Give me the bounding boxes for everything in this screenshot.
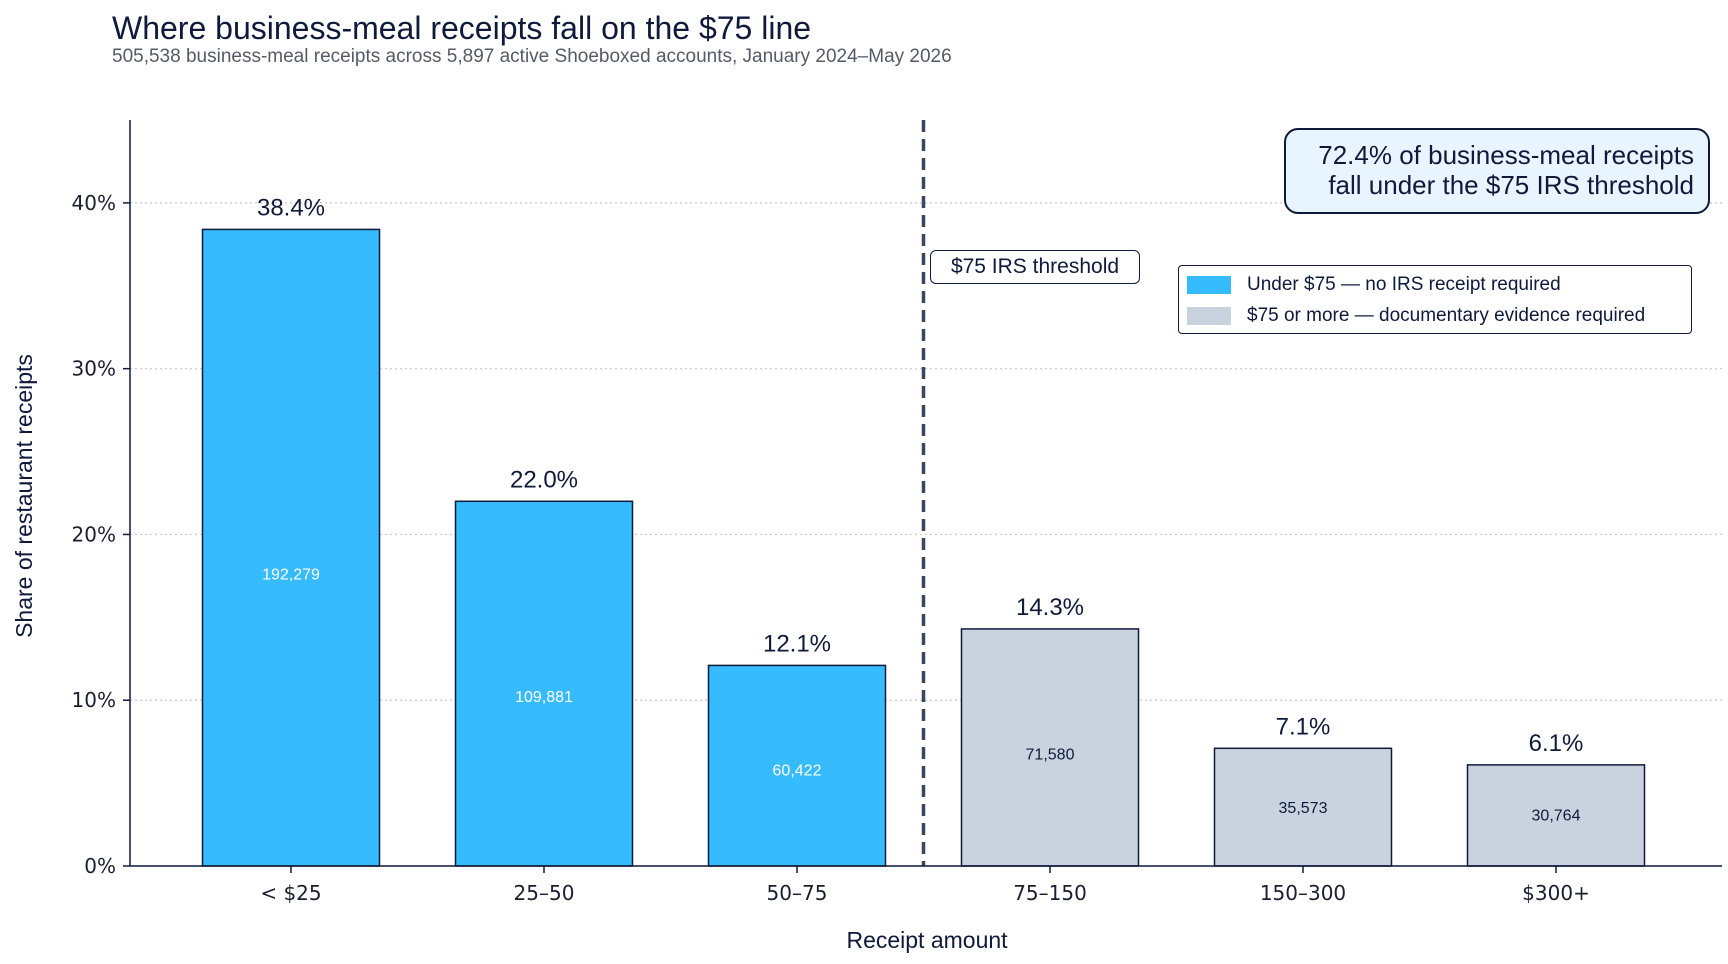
x-tick-label: 25–50 (514, 881, 575, 905)
legend-swatch-over (1187, 307, 1231, 325)
x-tick-label: < $25 (260, 881, 321, 905)
y-tick-label: 30% (72, 357, 116, 381)
legend-item-over: $75 or more — documentary evidence requi… (1187, 304, 1645, 328)
bar-value-label: 6.1% (1529, 730, 1584, 757)
bar (1213, 747, 1393, 867)
bar-value-label: 14.3% (1016, 594, 1084, 621)
bar-count-label: 71,580 (1026, 746, 1075, 763)
legend-label-under: Under $75 — no IRS receipt required (1247, 274, 1561, 295)
bar-count-label: 30,764 (1532, 807, 1581, 824)
bar-value-label: 7.1% (1276, 713, 1331, 740)
summary-annotation: 72.4% of business-meal receipts fall und… (1284, 128, 1710, 214)
summary-annotation-line-2: fall under the $75 IRS threshold (1328, 170, 1694, 200)
y-tick-label: 40% (72, 191, 116, 215)
bar-value-label: 22.0% (510, 466, 578, 493)
x-tick-label: $300+ (1522, 881, 1590, 905)
bar-value-label: 12.1% (763, 630, 831, 657)
y-axis-title: Share of restaurant receipts (11, 354, 37, 638)
bar-count-label: 35,573 (1279, 800, 1328, 817)
bar-count-label: 60,422 (773, 763, 822, 780)
y-tick-label: 10% (72, 688, 116, 712)
bar (201, 228, 381, 867)
chart-title: Where business-meal receipts fall on the… (112, 10, 812, 46)
x-tick-label: 150–300 (1260, 881, 1346, 905)
x-tick-label: 75–150 (1013, 881, 1087, 905)
summary-annotation-line-1: 72.4% of business-meal receipts (1318, 140, 1694, 170)
legend-swatch-under (1187, 276, 1231, 294)
y-tick-label: 20% (72, 522, 116, 546)
x-tick-label: 50–75 (767, 881, 828, 905)
legend-label-over: $75 or more — documentary evidence requi… (1247, 305, 1646, 326)
threshold-label: $75 IRS threshold (930, 250, 1140, 284)
bar (1466, 764, 1646, 867)
y-tick-label: 0% (84, 854, 116, 878)
bar-value-label: 38.4% (257, 194, 325, 221)
bar-count-label: 109,881 (515, 689, 573, 706)
legend-item-under: Under $75 — no IRS receipt required (1187, 273, 1561, 297)
chart-subtitle: 505,538 business-meal receipts across 5,… (112, 46, 952, 67)
x-axis-title: Receipt amount (846, 927, 1008, 953)
bar-count-label: 192,279 (262, 567, 320, 584)
bar (707, 664, 887, 867)
chart-legend: Under $75 — no IRS receipt required $75 … (1178, 265, 1692, 334)
bar (960, 628, 1140, 867)
bar (454, 500, 634, 867)
